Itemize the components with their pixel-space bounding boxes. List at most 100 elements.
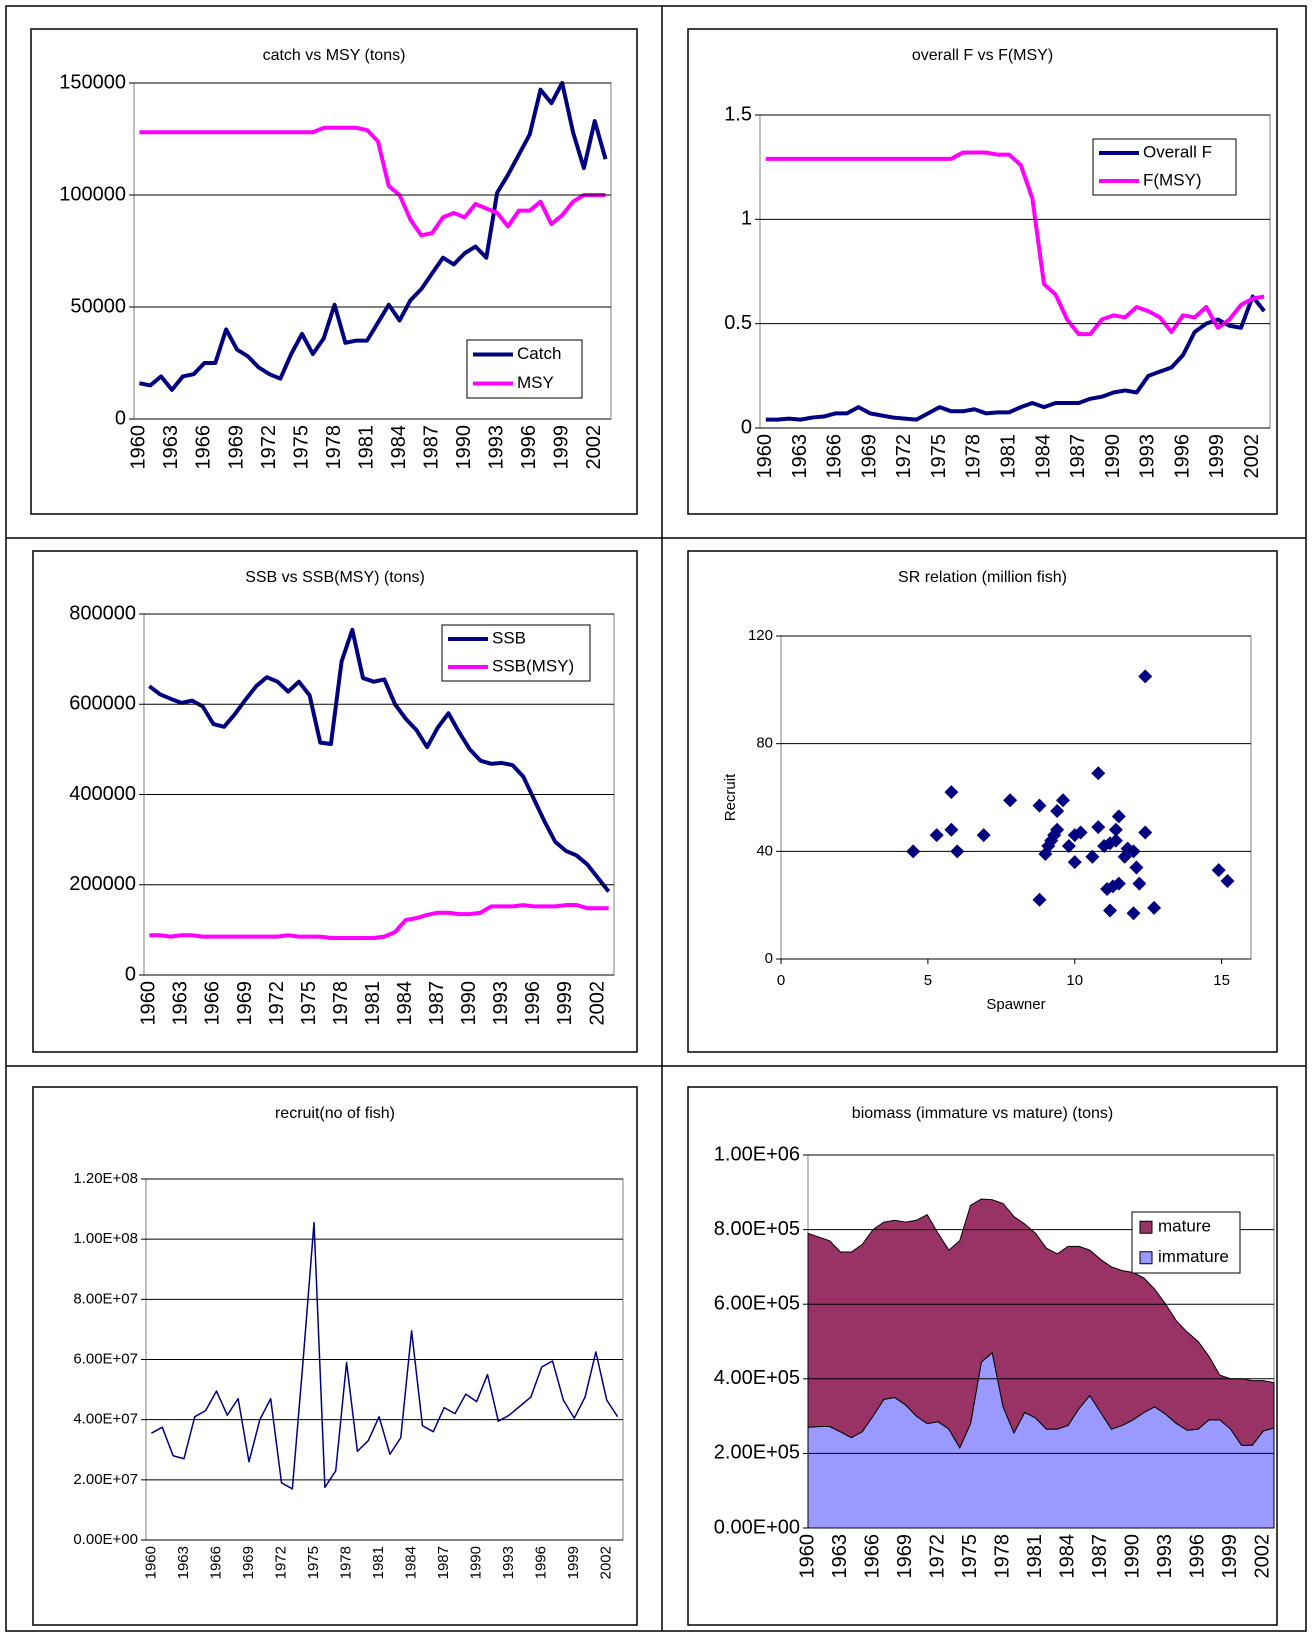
y-tick-label: 1.00E+06 (714, 1143, 800, 1165)
x-tick-label: 1975 (298, 981, 320, 1026)
x-tick-label: 1972 (272, 1546, 289, 1579)
y-tick-label: 4.00E+07 (73, 1411, 138, 1428)
scatter-point (1108, 833, 1123, 848)
scatter-point (1129, 860, 1144, 875)
y-tick-label: 8.00E+05 (714, 1218, 800, 1240)
data-line (148, 627, 611, 893)
x-tick-label: 1975 (928, 434, 950, 479)
x-tick-label: 1975 (959, 1534, 981, 1579)
x-tick-label: 1972 (258, 425, 280, 470)
legend-label: immature (1158, 1247, 1229, 1266)
x-tick-label: 1966 (824, 434, 846, 479)
x-tick-label: 1987 (426, 981, 448, 1026)
x-tick-label: 1963 (170, 981, 192, 1026)
x-tick-label: 1960 (796, 1534, 818, 1579)
x-tick-label: 1993 (490, 981, 512, 1026)
y-tick-label: 1.00E+08 (73, 1230, 138, 1247)
x-tick-label: 1978 (323, 425, 345, 470)
x-axis-label: Spawner (986, 996, 1045, 1013)
scatter-point (976, 828, 991, 843)
x-tick-label: 1993 (1154, 1534, 1176, 1579)
scatter-point (1220, 873, 1235, 888)
x-tick-label: 1972 (266, 981, 288, 1026)
x-tick-label: 1987 (1067, 434, 1089, 479)
scatter-point (1050, 822, 1065, 837)
plot-area (780, 635, 1252, 960)
chart-title: biomass (immature vs mature) (tons) (852, 1105, 1113, 1122)
scatter-point (1067, 855, 1082, 870)
x-tick-label: 1987 (435, 1546, 452, 1579)
plot-layer (906, 669, 1235, 921)
scatter-point (1211, 863, 1226, 878)
plot-layer (148, 627, 611, 940)
x-tick-label: 2002 (583, 425, 605, 470)
x-tick-label: 2002 (586, 981, 608, 1026)
x-tick-label: 2002 (598, 1546, 615, 1579)
scatter-point (1032, 892, 1047, 907)
y-tick-label: 0 (765, 950, 773, 967)
scatter-point (944, 822, 959, 837)
scatter-point (1147, 900, 1162, 915)
x-tick-label: 1975 (290, 425, 312, 470)
x-tick-label: 1996 (1186, 1534, 1208, 1579)
x-tick-label: 1996 (533, 1546, 550, 1579)
scatter-point (1138, 669, 1153, 684)
x-tick-label: 1981 (355, 425, 377, 470)
scatter-point (1111, 809, 1126, 824)
y-tick-label: 0 (115, 407, 126, 429)
x-tick-label: 1984 (1032, 434, 1054, 479)
y-tick-label: 0 (741, 416, 752, 438)
y-tick-label: 0.00E+00 (714, 1516, 800, 1538)
x-tick-label: 1966 (861, 1534, 883, 1579)
x-tick-label: 1999 (554, 981, 576, 1026)
plot-layer (139, 81, 608, 392)
x-tick-label: 1999 (1206, 434, 1228, 479)
y-axis-label: Recruit (722, 773, 739, 821)
x-tick-label: 1993 (1137, 434, 1159, 479)
legend-label: SSB (492, 628, 526, 647)
x-tick-label: 1984 (1056, 1534, 1078, 1579)
x-tick-label: 1993 (485, 425, 507, 470)
legend-swatch (1139, 1251, 1153, 1265)
scatter-point (944, 785, 959, 800)
scatter-point (1138, 825, 1153, 840)
y-tick-label: 2.00E+07 (73, 1471, 138, 1488)
y-tick-label: 400000 (69, 783, 136, 805)
scatter-point (1032, 798, 1047, 813)
x-tick-label: 1969 (225, 425, 247, 470)
x-tick-label: 1981 (1024, 1534, 1046, 1579)
legend-label: Overall F (1143, 142, 1212, 161)
x-tick-label: 1996 (522, 981, 544, 1026)
y-tick-label: 0.5 (724, 312, 752, 334)
legend-box (466, 339, 583, 399)
x-tick-label: 1960 (138, 981, 160, 1026)
data-line (139, 125, 606, 238)
x-tick-label: 1978 (991, 1534, 1013, 1579)
y-tick-label: 0.00E+00 (73, 1531, 138, 1548)
x-tick-label: 1969 (894, 1534, 916, 1579)
x-tick-label: 1981 (997, 434, 1019, 479)
x-tick-label: 1972 (893, 434, 915, 479)
x-tick-label: 1981 (370, 1546, 387, 1579)
y-tick-label: 600000 (69, 693, 136, 715)
plot-layer (765, 150, 1266, 422)
scatter-point (1126, 906, 1141, 921)
legend-label: F(MSY) (1143, 170, 1202, 189)
y-tick-label: 800000 (69, 602, 136, 624)
legend-box (441, 624, 591, 682)
x-tick-label: 1978 (963, 434, 985, 479)
x-tick-label: 1987 (420, 425, 442, 470)
x-tick-label: 1978 (330, 981, 352, 1026)
y-tick-label: 1.5 (724, 103, 752, 125)
x-tick-label: 10 (1066, 972, 1083, 989)
x-tick-label: 5 (924, 972, 932, 989)
scatter-point (1061, 838, 1076, 853)
y-tick-label: 0 (125, 963, 136, 985)
x-tick-label: 1966 (193, 425, 215, 470)
x-tick-label: 1963 (829, 1534, 851, 1579)
y-tick-label: 2.00E+05 (714, 1442, 800, 1464)
scatter-point (1050, 803, 1065, 818)
legend-label: Catch (517, 344, 561, 363)
